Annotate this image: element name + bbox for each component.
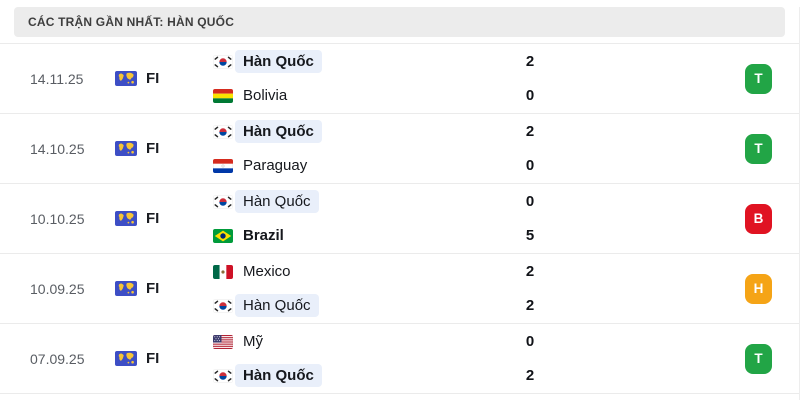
team-score: 0 xyxy=(525,193,535,210)
match-date: 07.09.25 xyxy=(30,350,85,367)
team-score: 2 xyxy=(525,367,535,384)
match-date: 14.11.25 xyxy=(30,70,84,87)
team-line: Hàn Quốc 2 xyxy=(213,50,560,74)
flag-kr-icon xyxy=(213,194,233,209)
team-name: Mexico xyxy=(243,263,291,280)
teams-column: Hàn Quốc 2 Paraguay 0 xyxy=(213,120,560,178)
match-row[interactable]: 14.11.25 FI Hàn Quốc 2 Bolivi xyxy=(0,44,799,114)
team-line: Hàn Quốc 2 xyxy=(213,294,560,318)
team-name: Hàn Quốc xyxy=(235,120,322,143)
recent-matches-widget: CÁC TRẬN GẦN NHẤT: HÀN QUỐC 14.11.25 FI … xyxy=(0,7,800,400)
team-line: Brazil 5 xyxy=(213,224,560,248)
match-date: 10.09.25 xyxy=(30,280,85,297)
header-bar: CÁC TRẬN GẦN NHẤT: HÀN QUỐC xyxy=(14,7,785,37)
match-row[interactable]: 10.10.25 FI Hàn Quốc 0 Brazil xyxy=(0,184,799,254)
flag-kr-icon xyxy=(213,368,233,383)
competition-label: FI xyxy=(146,350,160,367)
team-line: Hàn Quốc 2 xyxy=(213,364,560,388)
team-score: 2 xyxy=(525,123,535,140)
team-score: 2 xyxy=(525,297,535,314)
result-badge: B xyxy=(745,203,772,234)
team-name: Paraguay xyxy=(243,157,308,174)
team-name: Mỹ xyxy=(243,333,263,350)
team-name: Brazil xyxy=(243,227,284,244)
competition-cell: FI xyxy=(115,350,213,367)
match-row[interactable]: 10.09.25 FI Mexico 2 Hàn Quốc xyxy=(0,254,799,324)
match-date: 14.10.25 xyxy=(30,140,85,157)
team-name: Bolivia xyxy=(243,87,288,104)
world-map-icon xyxy=(115,211,137,226)
badge-cell: T xyxy=(560,63,772,94)
flag-bo-icon xyxy=(213,88,233,103)
competition-cell: FI xyxy=(115,70,213,87)
team-name: Hàn Quốc xyxy=(235,190,319,213)
competition-label: FI xyxy=(146,140,160,157)
team-score: 2 xyxy=(525,263,535,280)
team-name: Hàn Quốc xyxy=(235,50,322,73)
badge-cell: B xyxy=(560,203,772,234)
teams-column: Hàn Quốc 2 Bolivia 0 xyxy=(213,50,560,108)
flag-kr-icon xyxy=(213,54,233,69)
badge-cell: H xyxy=(560,273,772,304)
competition-label: FI xyxy=(146,70,160,87)
team-line: Bolivia 0 xyxy=(213,84,560,108)
competition-cell: FI xyxy=(115,140,213,157)
flag-kr-icon xyxy=(213,298,233,313)
result-badge: H xyxy=(745,273,772,304)
team-line: Mexico 2 xyxy=(213,260,560,284)
flag-py-icon xyxy=(213,158,233,173)
header-title: CÁC TRẬN GẦN NHẤT: HÀN QUỐC xyxy=(28,15,235,29)
competition-label: FI xyxy=(146,280,160,297)
competition-cell: FI xyxy=(115,280,213,297)
team-score: 5 xyxy=(525,227,535,244)
competition-cell: FI xyxy=(115,210,213,227)
match-date: 10.10.25 xyxy=(30,210,85,227)
flag-us-icon xyxy=(213,334,233,349)
team-name: Hàn Quốc xyxy=(235,364,322,387)
teams-column: Mexico 2 Hàn Quốc 2 xyxy=(213,260,560,318)
team-score: 2 xyxy=(525,53,535,70)
result-badge: T xyxy=(745,343,772,374)
team-line: Hàn Quốc 0 xyxy=(213,190,560,214)
result-badge: T xyxy=(745,133,772,164)
team-name: Hàn Quốc xyxy=(235,294,319,317)
flag-mx-icon xyxy=(213,264,233,279)
teams-column: Mỹ 0 Hàn Quốc 2 xyxy=(213,330,560,388)
team-score: 0 xyxy=(525,157,535,174)
team-line: Mỹ 0 xyxy=(213,330,560,354)
match-list: 14.11.25 FI Hàn Quốc 2 Bolivi xyxy=(0,43,799,394)
world-map-icon xyxy=(115,71,137,86)
world-map-icon xyxy=(115,141,137,156)
match-row[interactable]: 07.09.25 FI Mỹ 0 Hàn Quốc xyxy=(0,324,799,394)
badge-cell: T xyxy=(560,343,772,374)
team-line: Paraguay 0 xyxy=(213,154,560,178)
flag-br-icon xyxy=(213,228,233,243)
competition-label: FI xyxy=(146,210,160,227)
team-score: 0 xyxy=(525,87,535,104)
team-score: 0 xyxy=(525,333,535,350)
team-line: Hàn Quốc 2 xyxy=(213,120,560,144)
badge-cell: T xyxy=(560,133,772,164)
match-row[interactable]: 14.10.25 FI Hàn Quốc 2 Paragu xyxy=(0,114,799,184)
result-badge: T xyxy=(745,63,772,94)
teams-column: Hàn Quốc 0 Brazil 5 xyxy=(213,190,560,248)
flag-kr-icon xyxy=(213,124,233,139)
world-map-icon xyxy=(115,281,137,296)
world-map-icon xyxy=(115,351,137,366)
